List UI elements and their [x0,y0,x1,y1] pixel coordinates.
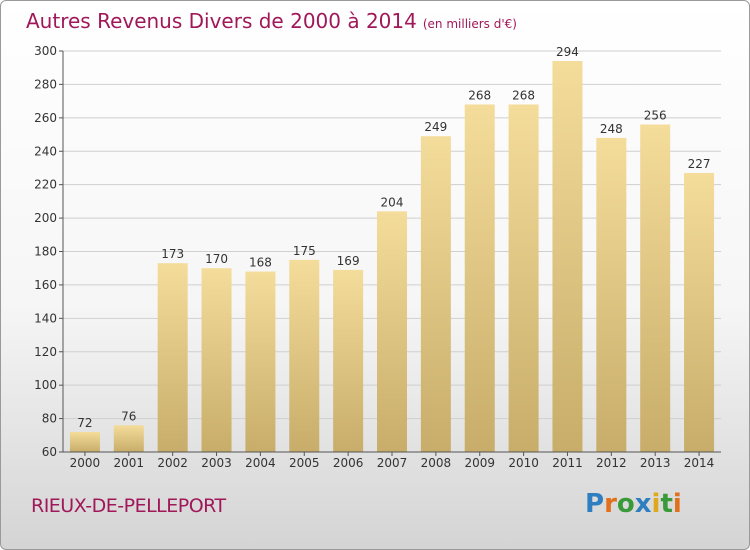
data-label: 268 [468,88,491,102]
bar [157,263,188,452]
data-label: 204 [381,195,404,209]
bar [69,431,100,452]
data-label: 76 [121,409,136,423]
x-tick-label: 2013 [640,456,671,470]
commune-name: RIEUX-DE-PELLEPORT [31,495,226,517]
y-tick-label: 100 [34,378,57,392]
chart-title-text: Autres Revenus Divers de 2000 à 2014 [26,9,417,33]
bar [552,61,583,453]
proxiti-logo: Proxiti [585,489,682,519]
bar [113,425,144,452]
bar [596,137,627,452]
x-tick-label: 2010 [508,456,539,470]
chart-unit: (en milliers d'€) [422,17,517,31]
x-tick-label: 2008 [421,456,452,470]
data-label: 175 [293,244,316,258]
y-tick-label: 60 [42,445,57,459]
x-tick-label: 2005 [289,456,320,470]
bar [289,259,320,452]
x-tick-label: 2001 [114,456,145,470]
bar [333,269,364,452]
x-tick-label: 2004 [245,456,276,470]
data-label: 169 [337,254,360,268]
x-tick-label: 2007 [377,456,408,470]
bar [464,104,495,452]
data-label: 294 [556,45,579,59]
data-label: 268 [512,88,535,102]
y-tick-label: 160 [34,278,57,292]
y-tick-label: 120 [34,345,57,359]
bar [245,271,276,452]
bar [377,211,407,452]
bar [640,124,671,453]
data-label: 168 [249,256,272,270]
data-label: 170 [205,252,228,266]
y-tick-label: 220 [34,178,57,192]
x-tick-label: 2012 [596,456,627,470]
data-label: 173 [161,247,184,261]
y-tick-label: 280 [34,77,57,91]
y-tick-label: 200 [34,211,57,225]
x-tick-label: 2003 [201,456,232,470]
y-tick-label: 180 [34,245,57,259]
bar [201,268,232,452]
data-label: 249 [424,120,447,134]
y-tick-label: 260 [34,111,57,125]
chart-title: Autres Revenus Divers de 2000 à 2014 (en … [26,9,517,33]
bar [420,136,451,452]
data-label: 256 [644,109,667,123]
y-tick-label: 140 [34,311,57,325]
y-tick-label: 240 [34,144,57,158]
x-tick-label: 2006 [333,456,364,470]
x-tick-label: 2014 [684,456,715,470]
x-tick-label: 2011 [552,456,583,470]
data-label: 72 [77,416,92,430]
x-tick-label: 2000 [70,456,101,470]
x-tick-label: 2002 [157,456,188,470]
data-label: 227 [688,157,711,171]
bar [508,104,539,452]
y-tick-label: 300 [34,44,57,58]
data-label: 248 [600,122,623,136]
bar [684,172,715,453]
y-tick-label: 80 [42,412,57,426]
x-tick-label: 2009 [464,456,495,470]
